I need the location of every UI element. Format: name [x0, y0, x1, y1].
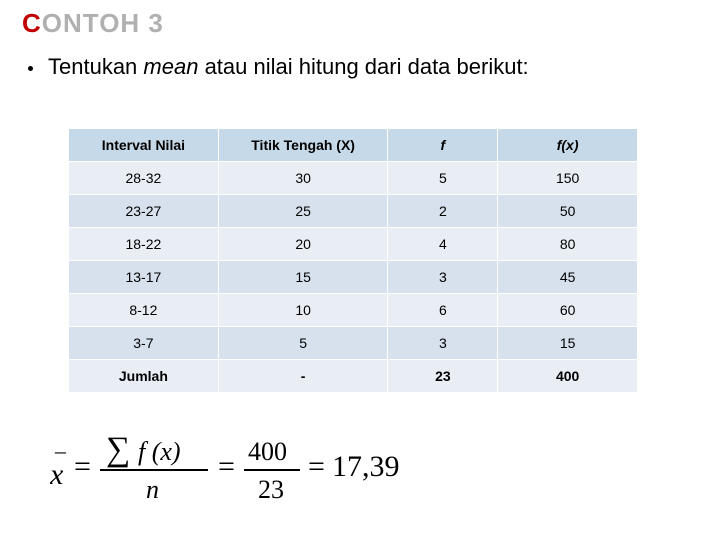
col-header-f: f — [388, 129, 498, 162]
cell: - — [218, 360, 388, 393]
question-prefix: Tentukan — [48, 54, 143, 79]
question-suffix: atau nilai hitung dari data berikut: — [198, 54, 528, 79]
table-row: 3-7 5 3 15 — [69, 327, 638, 360]
cell: 4 — [388, 228, 498, 261]
cell: 2 — [388, 195, 498, 228]
bullet-icon — [28, 66, 33, 71]
cell: 150 — [498, 162, 638, 195]
cell: 6 — [388, 294, 498, 327]
formula-eq2: = — [218, 450, 235, 483]
title-initial: C — [22, 8, 42, 38]
page-title: CONTOH 3 — [22, 8, 164, 39]
table-row-total: Jumlah - 23 400 — [69, 360, 638, 393]
col-header-interval: Interval Nilai — [69, 129, 219, 162]
mean-formula: – x = ∑ f (x) n = 400 23 = 17,39 — [50, 420, 470, 510]
col-header-fx: f(x) — [498, 129, 638, 162]
cell: 23 — [388, 360, 498, 393]
table-row: 18-22 20 4 80 — [69, 228, 638, 261]
cell: 5 — [388, 162, 498, 195]
cell: 50 — [498, 195, 638, 228]
cell: 3 — [388, 261, 498, 294]
formula-fx: f (x) — [138, 437, 181, 466]
cell: 15 — [218, 261, 388, 294]
cell: 15 — [498, 327, 638, 360]
formula-sigma: ∑ — [106, 431, 130, 468]
cell: 10 — [218, 294, 388, 327]
cell: 80 — [498, 228, 638, 261]
table-row: 8-12 10 6 60 — [69, 294, 638, 327]
question-italic: mean — [143, 54, 198, 79]
cell: 30 — [218, 162, 388, 195]
cell: 5 — [218, 327, 388, 360]
formula-eq1: = — [74, 450, 91, 483]
cell: 8-12 — [69, 294, 219, 327]
cell: 28-32 — [69, 162, 219, 195]
formula-eq3: = — [308, 450, 325, 483]
cell: 60 — [498, 294, 638, 327]
title-rest: ONTOH 3 — [42, 8, 164, 38]
cell: 23-27 — [69, 195, 219, 228]
cell: 13-17 — [69, 261, 219, 294]
cell: 45 — [498, 261, 638, 294]
cell: 25 — [218, 195, 388, 228]
table-header-row: Interval Nilai Titik Tengah (X) f f(x) — [69, 129, 638, 162]
cell: 18-22 — [69, 228, 219, 261]
formula-n: n — [146, 475, 159, 504]
cell: 20 — [218, 228, 388, 261]
formula-num: 400 — [248, 437, 287, 466]
formula-result: 17,39 — [332, 450, 400, 483]
cell: 3-7 — [69, 327, 219, 360]
table-row: 13-17 15 3 45 — [69, 261, 638, 294]
cell: 3 — [388, 327, 498, 360]
question-text: Tentukan mean atau nilai hitung dari dat… — [48, 52, 608, 82]
cell: 400 — [498, 360, 638, 393]
table-row: 28-32 30 5 150 — [69, 162, 638, 195]
formula-xbar: x — [50, 458, 64, 491]
cell-total-label: Jumlah — [69, 360, 219, 393]
data-table: Interval Nilai Titik Tengah (X) f f(x) 2… — [68, 128, 638, 393]
col-header-midpoint: Titik Tengah (X) — [218, 129, 388, 162]
formula-den: 23 — [258, 475, 284, 504]
table-row: 23-27 25 2 50 — [69, 195, 638, 228]
